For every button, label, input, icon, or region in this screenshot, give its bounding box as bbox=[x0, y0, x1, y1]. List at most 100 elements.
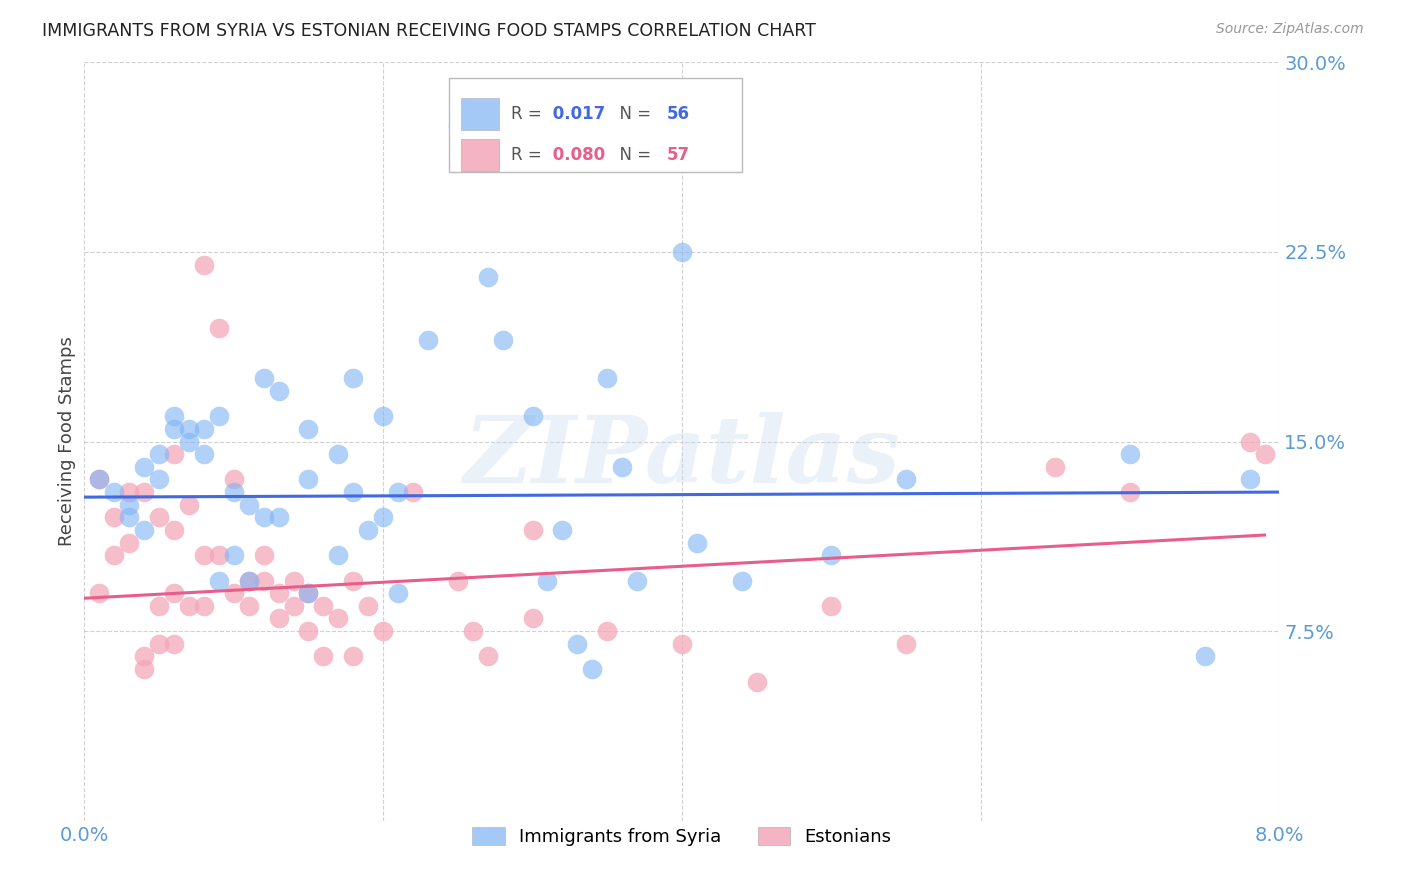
FancyBboxPatch shape bbox=[461, 98, 499, 129]
Point bbox=[447, 574, 470, 588]
Point bbox=[551, 523, 574, 537]
Point bbox=[267, 510, 290, 524]
Point bbox=[402, 485, 425, 500]
Point bbox=[492, 334, 515, 348]
Point bbox=[132, 662, 156, 676]
Point bbox=[208, 409, 231, 424]
Point bbox=[626, 574, 648, 588]
Point bbox=[253, 510, 276, 524]
Point bbox=[1045, 459, 1067, 474]
Point bbox=[208, 574, 231, 588]
Point bbox=[222, 586, 245, 600]
Point bbox=[208, 320, 231, 334]
Point bbox=[373, 510, 395, 524]
Point bbox=[238, 574, 260, 588]
Text: 0.017: 0.017 bbox=[547, 104, 605, 122]
Point bbox=[1253, 447, 1275, 461]
Point bbox=[297, 473, 319, 487]
Point bbox=[536, 574, 558, 588]
Point bbox=[357, 599, 380, 613]
Point bbox=[894, 473, 917, 487]
Point bbox=[132, 485, 156, 500]
Point bbox=[461, 624, 484, 639]
Text: 57: 57 bbox=[666, 146, 689, 164]
Point bbox=[745, 674, 768, 689]
Point bbox=[163, 637, 186, 651]
Point bbox=[238, 498, 260, 512]
Point bbox=[118, 510, 141, 524]
Point bbox=[208, 548, 231, 563]
Point bbox=[193, 422, 215, 436]
Point bbox=[312, 649, 335, 664]
Point bbox=[148, 599, 170, 613]
Point bbox=[222, 485, 245, 500]
Point bbox=[416, 334, 439, 348]
Text: 0.080: 0.080 bbox=[547, 146, 605, 164]
Point bbox=[283, 599, 305, 613]
Point bbox=[148, 447, 170, 461]
Point bbox=[132, 459, 156, 474]
Point bbox=[177, 599, 200, 613]
Point bbox=[89, 586, 111, 600]
Point bbox=[193, 599, 215, 613]
Point bbox=[1119, 485, 1142, 500]
Point bbox=[89, 473, 111, 487]
Point bbox=[89, 473, 111, 487]
Point bbox=[163, 422, 186, 436]
Point bbox=[222, 473, 245, 487]
Point bbox=[373, 624, 395, 639]
Point bbox=[148, 510, 170, 524]
Point bbox=[612, 459, 634, 474]
Point bbox=[357, 523, 380, 537]
Point bbox=[342, 574, 364, 588]
Point bbox=[1194, 649, 1216, 664]
Text: N =: N = bbox=[609, 146, 657, 164]
Point bbox=[373, 409, 395, 424]
Point bbox=[193, 548, 215, 563]
Point bbox=[596, 624, 619, 639]
Point bbox=[253, 548, 276, 563]
Point bbox=[177, 498, 200, 512]
Text: ZIPatlas: ZIPatlas bbox=[464, 412, 900, 501]
Point bbox=[1239, 473, 1261, 487]
Point bbox=[297, 422, 319, 436]
Point bbox=[1239, 434, 1261, 449]
Point bbox=[193, 258, 215, 272]
Point bbox=[820, 548, 842, 563]
Point bbox=[522, 409, 544, 424]
Y-axis label: Receiving Food Stamps: Receiving Food Stamps bbox=[58, 336, 76, 547]
Point bbox=[328, 548, 350, 563]
Point bbox=[193, 447, 215, 461]
Point bbox=[671, 637, 693, 651]
Point bbox=[267, 586, 290, 600]
Point bbox=[222, 548, 245, 563]
Point bbox=[477, 270, 499, 285]
Point bbox=[1119, 447, 1142, 461]
Point bbox=[103, 485, 125, 500]
Point bbox=[522, 523, 544, 537]
Point bbox=[118, 535, 141, 549]
Point bbox=[312, 599, 335, 613]
Text: IMMIGRANTS FROM SYRIA VS ESTONIAN RECEIVING FOOD STAMPS CORRELATION CHART: IMMIGRANTS FROM SYRIA VS ESTONIAN RECEIV… bbox=[42, 22, 815, 40]
Point bbox=[163, 409, 186, 424]
Point bbox=[342, 371, 364, 385]
Point bbox=[387, 485, 409, 500]
Point bbox=[148, 473, 170, 487]
Legend: Immigrants from Syria, Estonians: Immigrants from Syria, Estonians bbox=[465, 820, 898, 854]
Point bbox=[581, 662, 603, 676]
Point bbox=[342, 649, 364, 664]
Point bbox=[297, 586, 319, 600]
Point bbox=[163, 523, 186, 537]
Point bbox=[118, 485, 141, 500]
Point bbox=[447, 119, 470, 133]
Point bbox=[132, 649, 156, 664]
Point bbox=[177, 434, 200, 449]
Point bbox=[103, 548, 125, 563]
Point bbox=[894, 637, 917, 651]
Point bbox=[103, 510, 125, 524]
Point bbox=[387, 586, 409, 600]
Point bbox=[118, 498, 141, 512]
Point bbox=[177, 422, 200, 436]
Point bbox=[477, 649, 499, 664]
Text: 56: 56 bbox=[666, 104, 689, 122]
